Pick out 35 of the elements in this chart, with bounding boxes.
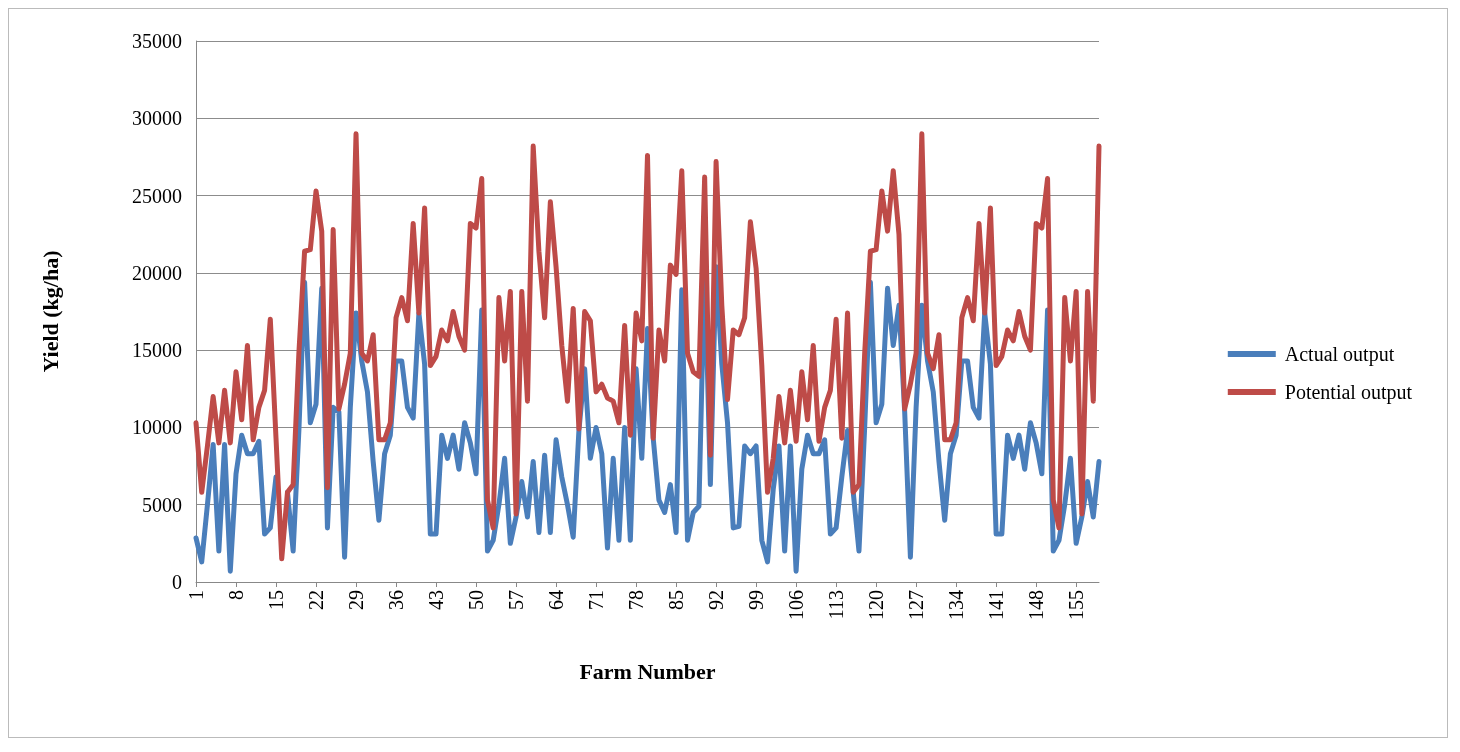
x-tick-label: 43 [425, 590, 448, 610]
y-tick-label: 35000 [132, 30, 182, 52]
x-tick-label: 85 [665, 590, 688, 610]
x-tick-label: 64 [545, 590, 568, 610]
legend-label: Potential output [1284, 381, 1413, 404]
y-tick-label: 5000 [142, 493, 182, 516]
x-tick-label: 155 [1065, 590, 1088, 620]
x-axis-title: Farm Number [579, 658, 716, 684]
y-tick-label: 20000 [132, 261, 182, 284]
y-tick-label: 30000 [132, 107, 182, 130]
x-tick-label: 15 [265, 590, 288, 610]
x-tick-label: 113 [825, 590, 848, 620]
legend-label: Actual output [1284, 343, 1395, 366]
x-tick-label: 148 [1025, 590, 1048, 620]
x-tick-label: 106 [785, 590, 808, 620]
x-tick-label: 120 [865, 590, 888, 620]
x-tick-label: 8 [225, 590, 248, 600]
y-tick-label: 10000 [132, 416, 182, 439]
x-tick-label: 1 [185, 590, 207, 600]
x-tick-label: 127 [905, 590, 928, 620]
y-tick-label: 25000 [132, 184, 182, 207]
x-tick-label: 78 [625, 590, 648, 610]
x-tick-label: 29 [345, 590, 368, 610]
x-tick-label: 36 [385, 590, 408, 610]
x-tick-label: 99 [745, 590, 768, 610]
x-tick-label: 92 [705, 590, 728, 610]
x-tick-label: 22 [305, 590, 328, 610]
x-tick-label: 141 [985, 590, 1008, 620]
y-axis-title: Yield (kg/ha) [37, 250, 63, 373]
x-tick-label: 71 [585, 590, 608, 610]
x-tick-label: 57 [505, 590, 528, 610]
y-tick-label: 15000 [132, 339, 182, 362]
x-tick-label: 134 [945, 590, 968, 620]
y-tick-label: 0 [172, 571, 182, 593]
x-tick-label: 50 [465, 590, 488, 610]
